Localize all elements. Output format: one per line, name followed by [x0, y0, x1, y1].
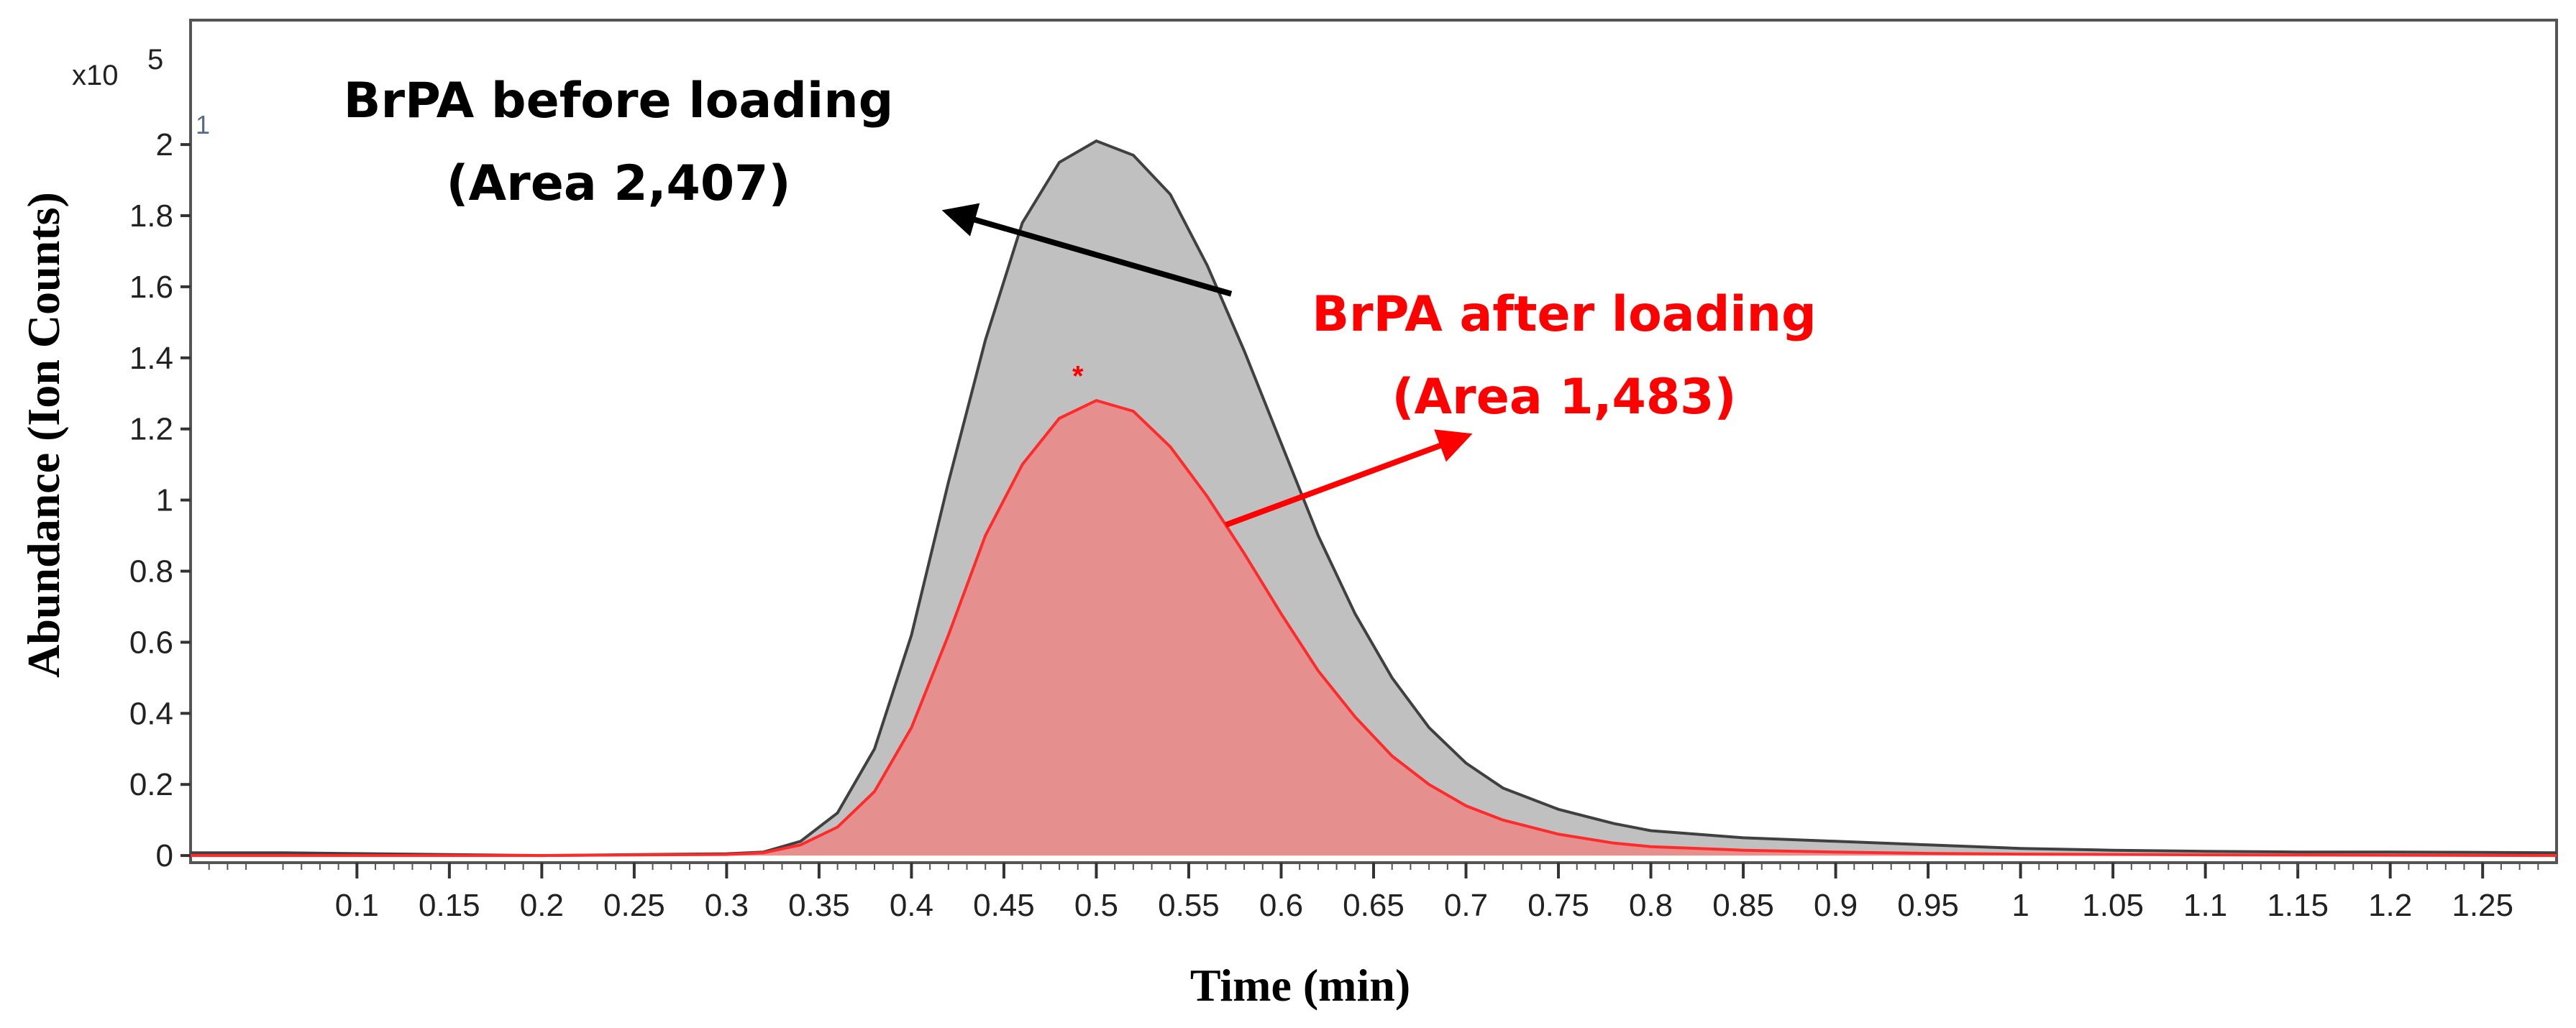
x-tick-label: 1.15 [2267, 888, 2329, 923]
x-tick-label: 1.2 [2368, 888, 2412, 923]
x-tick-label: 1.25 [2452, 888, 2513, 923]
x-tick-label: 0.25 [603, 888, 665, 923]
x-tick-label: 0.6 [1259, 888, 1303, 923]
x-tick-label: 0.9 [1814, 888, 1858, 923]
y-multiplier-exponent: 5 [147, 44, 163, 75]
y-tick-label: 1 [156, 483, 173, 518]
x-tick-label: 1.05 [2082, 888, 2144, 923]
x-tick-label: 0.5 [1074, 888, 1118, 923]
series-layer [191, 139, 2557, 858]
x-tick-label: 0.35 [788, 888, 850, 923]
y-tick-label: 1.6 [129, 270, 173, 305]
x-tick-label: 0.65 [1343, 888, 1405, 923]
axis-layer: 0 0.2 0.4 0.6 0.8 1 1.2 1.4 1.6 1.8 2 0.1 0.15 0.2 0.2… [129, 127, 2539, 923]
series-line-before [191, 139, 2557, 858]
x-tick-label: 1 [2011, 888, 2029, 923]
series-area-before [191, 141, 2557, 856]
y-tick-label: 1.4 [129, 341, 173, 376]
y-multiplier-label: x10 [72, 60, 119, 91]
x-tick-label: 0.95 [1897, 888, 1959, 923]
x-tick-label: 1.1 [2183, 888, 2227, 923]
annotation-after-line1: BrPA after loading [1312, 286, 1817, 343]
peak-marker: * [1072, 361, 1084, 393]
annotation-before-line1: BrPA before loading [344, 73, 894, 129]
y-tick-label: 0.6 [129, 625, 173, 660]
y-corner-label: 1 [196, 110, 210, 139]
annotation-after-line2: (Area 1,483) [1392, 369, 1736, 426]
y-axis-title: Abundance (Ion Counts) [18, 192, 69, 678]
x-tick-label: 0.45 [973, 888, 1035, 923]
x-tick-label: 0.3 [705, 888, 749, 923]
y-tick-label: 1.8 [129, 198, 173, 234]
annotation-before-line2: (Area 2,407) [446, 155, 790, 212]
x-tick-label: 0.8 [1629, 888, 1673, 923]
x-axis-title: Time (min) [1190, 960, 1410, 1011]
x-tick-label: 0.1 [335, 888, 379, 923]
x-tick-label: 0.85 [1712, 888, 1774, 923]
x-tick-label: 0.4 [890, 888, 933, 923]
series-line-after [191, 398, 2557, 858]
annotation-before-arrow [941, 203, 1233, 297]
series-area-after [191, 400, 2557, 856]
y-tick-label: 1.2 [129, 412, 173, 447]
y-tick-label: 0.8 [129, 554, 173, 589]
x-tick-label: 0.7 [1444, 888, 1488, 923]
y-tick-label: 2 [156, 127, 173, 162]
y-tick-label: 0.4 [129, 696, 173, 731]
x-tick-label: 0.2 [520, 888, 564, 923]
y-tick-label: 0.2 [129, 767, 173, 802]
x-tick-label: 0.75 [1527, 888, 1589, 923]
x-tick-label: 0.55 [1158, 888, 1220, 923]
y-tick-label: 0 [156, 838, 173, 873]
x-tick-label: 0.15 [419, 888, 480, 923]
annotation-after-arrow [1224, 429, 1473, 528]
